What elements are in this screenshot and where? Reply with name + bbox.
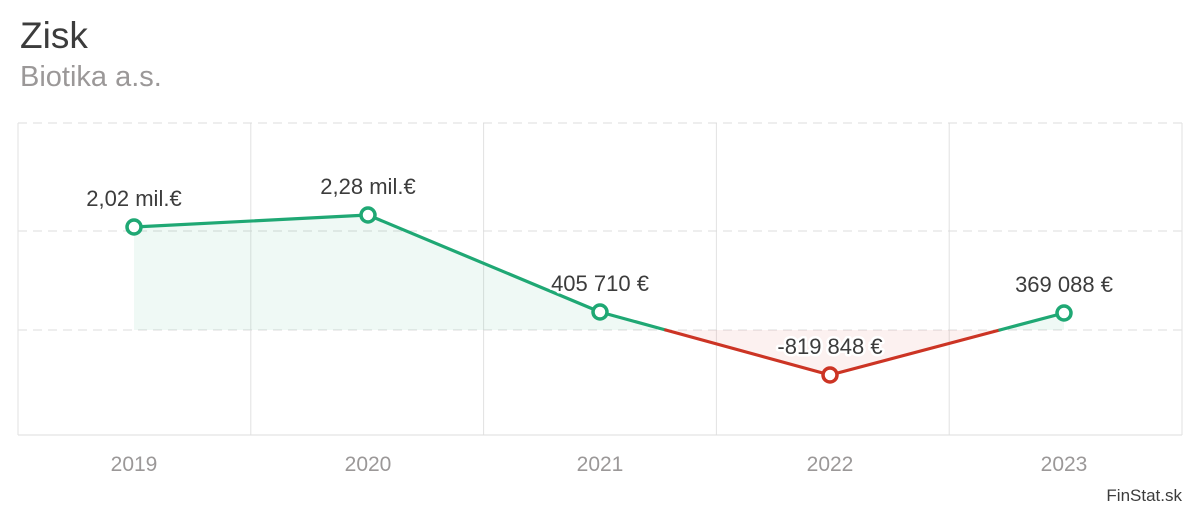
svg-text:369 088 €: 369 088 € (1015, 272, 1113, 297)
svg-text:2021: 2021 (577, 453, 624, 476)
svg-text:2019: 2019 (111, 453, 158, 476)
svg-text:2023: 2023 (1041, 453, 1088, 476)
svg-text:2022: 2022 (807, 453, 854, 476)
svg-text:-819 848 €: -819 848 € (777, 334, 882, 359)
svg-text:405 710 €: 405 710 € (551, 271, 649, 296)
svg-text:2,02 mil.€: 2,02 mil.€ (86, 186, 181, 211)
svg-text:2,28 mil.€: 2,28 mil.€ (320, 174, 415, 199)
svg-text:2020: 2020 (345, 453, 392, 476)
